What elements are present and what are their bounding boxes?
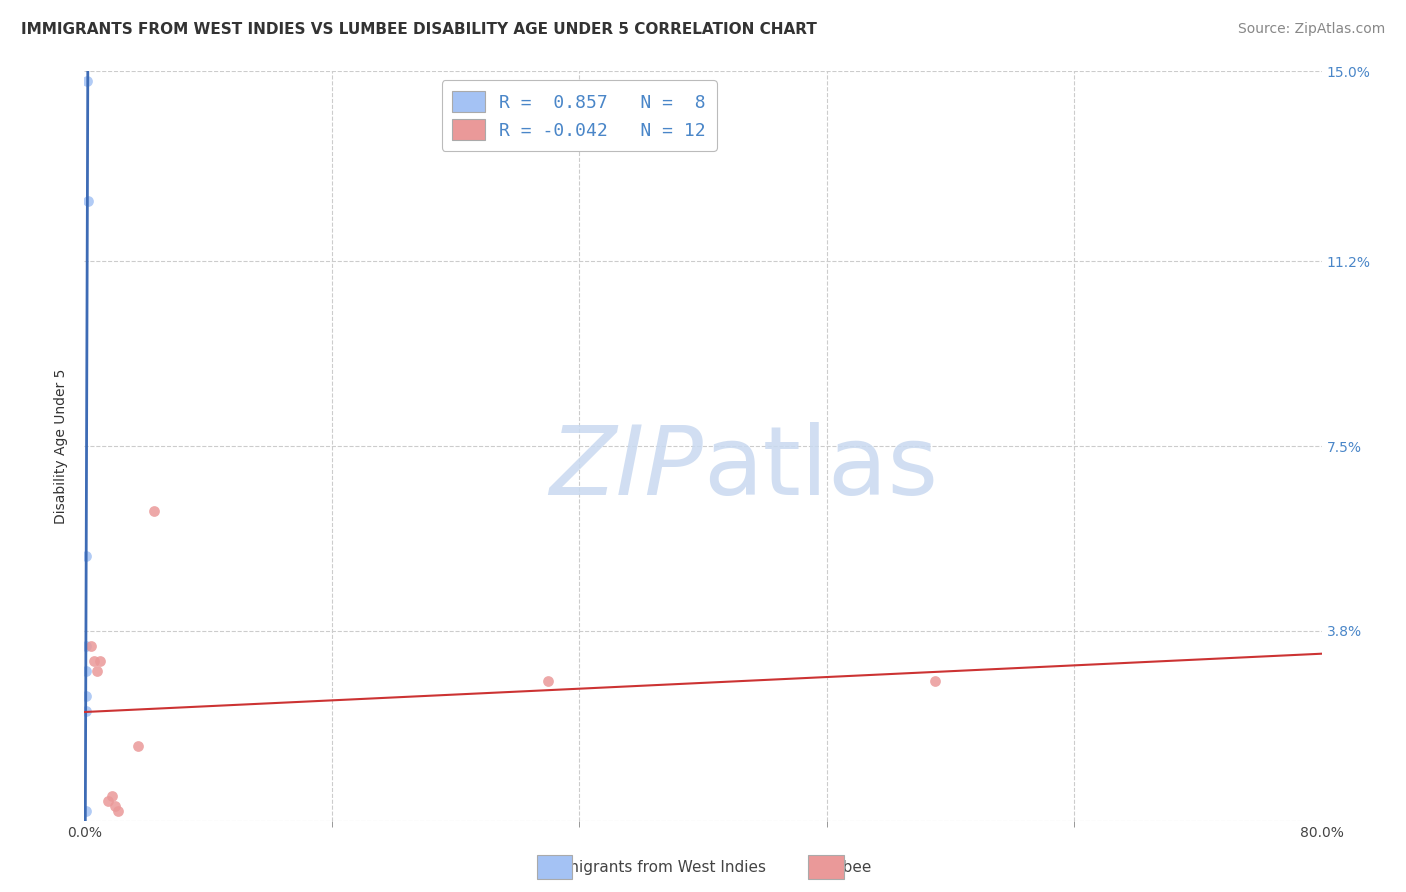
- Text: Source: ZipAtlas.com: Source: ZipAtlas.com: [1237, 22, 1385, 37]
- Point: [76, 194, 98, 209]
- Point: [104, 798, 127, 813]
- Point: [537, 673, 560, 688]
- Point: [143, 504, 166, 518]
- Text: Immigrants from West Indies         Lumbee: Immigrants from West Indies Lumbee: [534, 860, 872, 874]
- Point: [127, 739, 149, 753]
- Point: [76, 74, 98, 88]
- Point: [75, 549, 97, 563]
- Text: atlas: atlas: [703, 422, 938, 515]
- Point: [79, 639, 101, 653]
- Point: [75, 804, 97, 818]
- Point: [75, 639, 97, 653]
- Point: [924, 673, 946, 688]
- Point: [89, 654, 111, 668]
- Point: [107, 804, 129, 818]
- Point: [86, 664, 108, 678]
- Point: [101, 789, 124, 803]
- Point: [83, 654, 105, 668]
- Point: [75, 689, 97, 703]
- Text: ZIP: ZIP: [550, 422, 703, 515]
- Legend: R =  0.857   N =  8, R = -0.042   N = 12: R = 0.857 N = 8, R = -0.042 N = 12: [441, 80, 717, 151]
- Point: [96, 794, 118, 808]
- Point: [75, 664, 97, 678]
- Point: [75, 704, 97, 718]
- Y-axis label: Disability Age Under 5: Disability Age Under 5: [55, 368, 69, 524]
- Text: IMMIGRANTS FROM WEST INDIES VS LUMBEE DISABILITY AGE UNDER 5 CORRELATION CHART: IMMIGRANTS FROM WEST INDIES VS LUMBEE DI…: [21, 22, 817, 37]
